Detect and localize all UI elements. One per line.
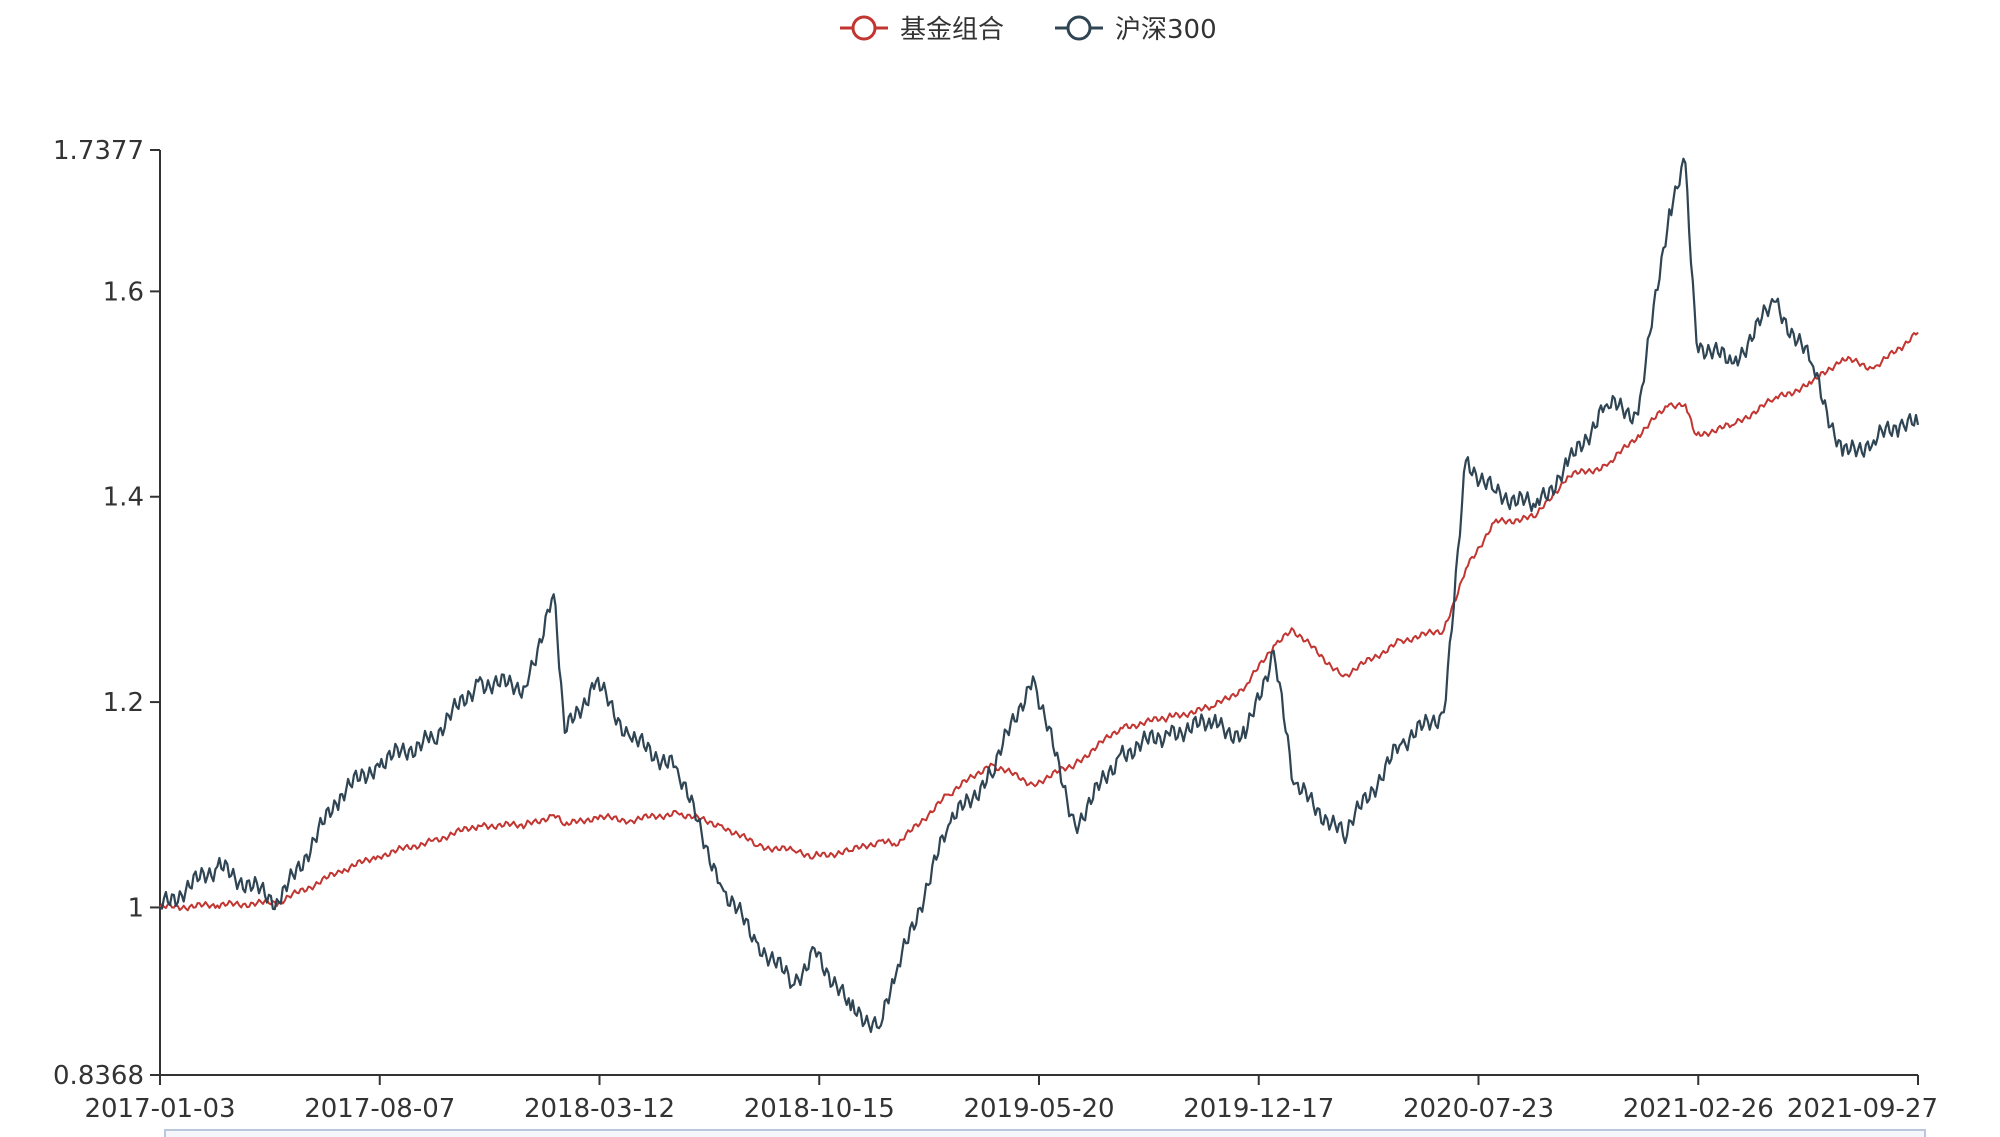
legend-label-fund: 基金组合 (900, 15, 1004, 45)
x-tick-label: 2019-12-17 (1183, 1094, 1334, 1124)
x-tick-label: 2021-02-26 (1623, 1094, 1774, 1124)
y-axis-ticks: 1.7377 1.6 1.4 1.2 1 0.8368 (53, 136, 160, 1091)
series-layer (159, 157, 1920, 1033)
legend[interactable]: 基金组合 沪深300 (840, 15, 1217, 45)
x-tick-label: 2018-03-12 (524, 1094, 675, 1124)
legend-marker-fund-icon (851, 15, 877, 41)
x-tick-label: 2018-10-15 (744, 1094, 895, 1124)
y-tick-label: 1.4 (103, 483, 144, 513)
legend-marker-index-icon (1066, 15, 1092, 41)
x-tick-label: 2020-07-23 (1403, 1094, 1554, 1124)
legend-item-index[interactable]: 沪深300 (1055, 15, 1217, 45)
x-tick-label: 2019-05-20 (963, 1094, 1114, 1124)
series-line-index (159, 157, 1920, 1033)
y-tick-label: 1.6 (103, 277, 144, 307)
data-zoom-slider[interactable] (164, 1129, 1926, 1137)
y-tick-label: 1.7377 (53, 136, 144, 166)
y-tick-label: 0.8368 (53, 1061, 144, 1091)
y-tick-label: 1.2 (103, 688, 144, 718)
x-axis-ticks: 2017-01-03 2017-08-07 2018-03-12 2018-10-15… (84, 1075, 1938, 1124)
legend-item-fund[interactable]: 基金组合 (840, 15, 1004, 45)
x-tick-label: 2017-01-03 (84, 1094, 235, 1124)
x-tick-label: 2017-08-07 (304, 1094, 455, 1124)
series-line-fund (159, 331, 1919, 912)
y-tick-label: 1 (127, 893, 144, 923)
x-tick-label: 2021-09-27 (1787, 1094, 1938, 1124)
legend-label-index: 沪深300 (1115, 15, 1217, 45)
